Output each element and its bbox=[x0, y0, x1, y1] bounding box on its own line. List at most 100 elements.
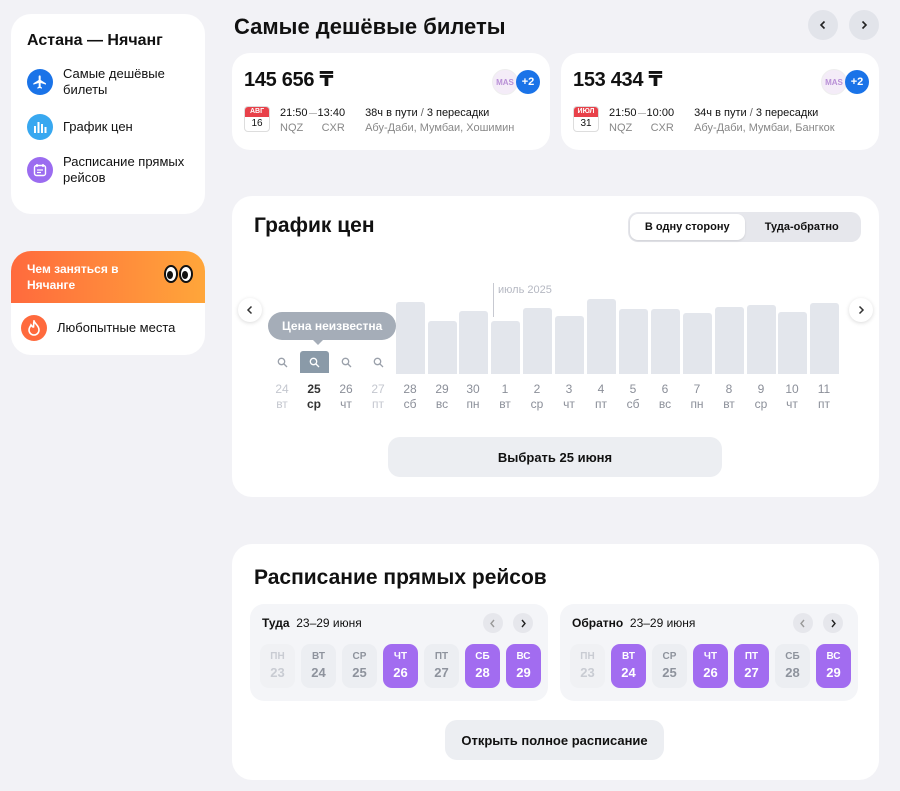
open-schedule-button[interactable]: Открыть полное расписание bbox=[445, 720, 664, 760]
day-label[interactable]: 11 пт bbox=[817, 382, 831, 411]
toggle-one-way[interactable]: В одну сторону bbox=[630, 214, 745, 240]
airline-logo: MAS bbox=[821, 69, 847, 95]
day-label[interactable]: 24 вт bbox=[275, 382, 289, 411]
price-bar[interactable] bbox=[651, 309, 680, 374]
day-label[interactable]: 26 чт bbox=[339, 382, 353, 411]
chart-next-button[interactable] bbox=[849, 298, 873, 322]
day-label[interactable]: 2 ср bbox=[530, 382, 544, 411]
date-badge: ИЮЛ 31 bbox=[573, 106, 599, 132]
day-label[interactable]: 27 пт bbox=[371, 382, 385, 411]
month-label: июль 2025 bbox=[498, 284, 552, 296]
price-bar[interactable] bbox=[428, 321, 457, 374]
more-airlines-badge: +2 bbox=[845, 70, 869, 94]
destination-code: CXR bbox=[650, 122, 674, 134]
flight-times: 21:50 13:40 NQZ CXR bbox=[280, 106, 345, 136]
day-label[interactable]: 6 вс bbox=[658, 382, 672, 411]
day-label[interactable]: 30 пн bbox=[466, 382, 480, 411]
outbound-days: ПН 23 ВТ 24 СР 25 ЧТ 26 ПТ 27 СБ 28 ВС 29 bbox=[260, 644, 541, 688]
sidebar-item-price-chart[interactable]: График цен bbox=[27, 114, 189, 140]
sidebar-item-cheapest[interactable]: Самые дешёвые билеты bbox=[27, 66, 189, 98]
schedule-day: ПТ 27 bbox=[424, 644, 459, 688]
day-label[interactable]: 3 чт bbox=[563, 382, 575, 411]
origin-code: NQZ bbox=[280, 122, 304, 134]
ticket-price: 145 656 ₸ bbox=[244, 69, 334, 91]
destination-code: CXR bbox=[321, 122, 345, 134]
bar-chart-icon bbox=[27, 114, 53, 140]
outbound-next-button[interactable] bbox=[513, 613, 533, 633]
return-next-button[interactable] bbox=[823, 613, 843, 633]
search-icon[interactable] bbox=[300, 351, 329, 373]
day-label[interactable]: 28 сб bbox=[403, 382, 417, 411]
schedule-day[interactable]: ВС 29 bbox=[506, 644, 541, 688]
price-bar[interactable] bbox=[396, 302, 425, 374]
day-label[interactable]: 1 вт bbox=[499, 382, 511, 411]
schedule-day[interactable]: ЧТ 26 bbox=[383, 644, 418, 688]
sidebar-item-label: Самые дешёвые билеты bbox=[63, 66, 165, 97]
return-prev-button[interactable] bbox=[793, 613, 813, 633]
more-airlines-badge: +2 bbox=[516, 70, 540, 94]
sidebar-item-schedule[interactable]: Расписание прямых рейсов bbox=[27, 154, 189, 186]
chevron-right-icon bbox=[858, 305, 865, 315]
chevron-left-icon bbox=[246, 305, 253, 315]
price-bar[interactable] bbox=[778, 312, 807, 374]
day-label[interactable]: 9 ср bbox=[754, 382, 768, 411]
return-header: Обратно 23–29 июня bbox=[572, 616, 846, 630]
ticket-card[interactable]: 145 656 ₸ MAS +2 АВГ 16 21:50 13:40 NQZ C… bbox=[232, 53, 550, 150]
price-bar[interactable] bbox=[619, 309, 648, 374]
price-bar[interactable] bbox=[810, 303, 839, 374]
flight-times: 21:50 10:00 NQZ CXR bbox=[609, 106, 674, 136]
ticket-card[interactable]: 153 434 ₸ MAS +2 ИЮЛ 31 21:50 10:00 NQZ C… bbox=[561, 53, 879, 150]
schedule-day[interactable]: ВТ 24 bbox=[611, 644, 646, 688]
fire-icon bbox=[21, 315, 47, 341]
todo-header: Чем заняться в Нячанге bbox=[11, 251, 205, 303]
schedule-day: СБ 28 bbox=[775, 644, 810, 688]
schedule-day[interactable]: ВС 29 bbox=[816, 644, 851, 688]
schedule-day: ПН 23 bbox=[260, 644, 295, 688]
toggle-round-trip[interactable]: Туда-обратно bbox=[764, 221, 839, 233]
day-label[interactable]: 5 сб bbox=[626, 382, 640, 411]
schedule-title: Расписание прямых рейсов bbox=[254, 566, 547, 589]
price-bar[interactable] bbox=[523, 308, 552, 374]
route-title: Астана — Нячанг bbox=[27, 32, 163, 49]
outbound-header: Туда 23–29 июня bbox=[262, 616, 536, 630]
price-bar[interactable] bbox=[683, 313, 712, 374]
search-icon[interactable] bbox=[332, 351, 361, 373]
tickets-prev-button[interactable] bbox=[808, 10, 838, 40]
outbound-prev-button[interactable] bbox=[483, 613, 503, 633]
price-chart-card: График цен В одну сторону Туда-обратно и… bbox=[232, 196, 879, 497]
price-chart-title: График цен bbox=[254, 214, 375, 237]
schedule-day: ВТ 24 bbox=[301, 644, 336, 688]
day-label[interactable]: 10 чт bbox=[785, 382, 799, 411]
flight-info: 34ч в пути / 3 пересадки Абу-Даби, Мумба… bbox=[694, 107, 835, 134]
price-bar[interactable] bbox=[747, 305, 776, 374]
search-icon[interactable] bbox=[364, 351, 393, 373]
day-label[interactable]: 29 вс bbox=[435, 382, 449, 411]
price-bar[interactable] bbox=[587, 299, 616, 374]
schedule-day[interactable]: ЧТ 26 bbox=[693, 644, 728, 688]
flight-duration: 38ч в пути bbox=[365, 107, 418, 119]
plane-icon bbox=[27, 69, 53, 95]
calendar-icon bbox=[27, 157, 53, 183]
chevron-right-icon bbox=[831, 619, 836, 627]
todo-item-places[interactable]: Любопытные места bbox=[11, 303, 205, 353]
schedule-day[interactable]: СБ 28 bbox=[465, 644, 500, 688]
price-bar[interactable] bbox=[459, 311, 488, 374]
search-icon[interactable] bbox=[268, 351, 297, 373]
day-label[interactable]: 4 пт bbox=[595, 382, 607, 411]
chart-prev-button[interactable] bbox=[238, 298, 262, 322]
day-label[interactable]: 7 пн bbox=[690, 382, 704, 411]
price-bar[interactable] bbox=[555, 316, 584, 374]
price-bar[interactable] bbox=[491, 321, 520, 374]
schedule-day[interactable]: ПТ 27 bbox=[734, 644, 769, 688]
day-label[interactable]: 25 ср bbox=[306, 382, 321, 411]
todo-header-text: Чем заняться в Нячанге bbox=[27, 262, 119, 292]
tickets-next-button[interactable] bbox=[849, 10, 879, 40]
sidebar-item-label: Расписание прямых рейсов bbox=[63, 154, 185, 185]
flight-info: 38ч в пути / 3 пересадки Абу-Даби, Мумба… bbox=[365, 107, 515, 134]
sidebar-item-label: График цен bbox=[63, 119, 133, 134]
flight-duration: 34ч в пути bbox=[694, 107, 747, 119]
price-bar[interactable] bbox=[715, 307, 744, 374]
day-label[interactable]: 8 вт bbox=[723, 382, 735, 411]
select-date-button[interactable]: Выбрать 25 июня bbox=[388, 437, 722, 477]
date-day: 16 bbox=[251, 118, 263, 129]
